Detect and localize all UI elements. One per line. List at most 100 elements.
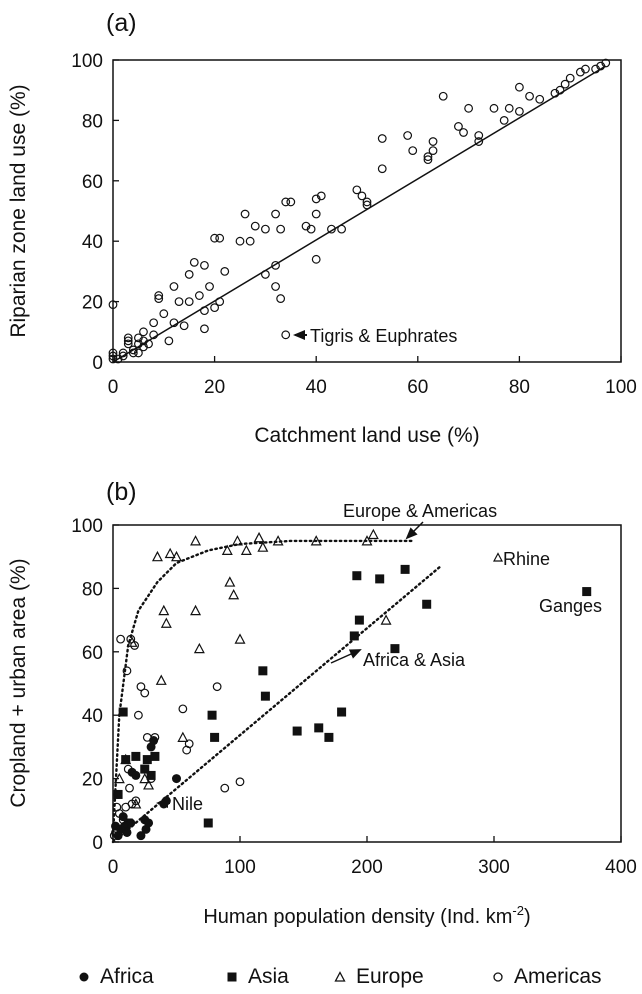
data-point bbox=[408, 146, 418, 156]
data-point-europe bbox=[151, 550, 163, 562]
figure: (a) 0 20 40 60 80 100 0 20 40 60 80 100 Tigris & Eu… bbox=[7, 9, 637, 928]
data-point bbox=[200, 306, 209, 316]
data-point-americas bbox=[130, 641, 139, 650]
tigris-label: Tigris & Euphrates bbox=[310, 326, 457, 346]
data-point bbox=[235, 236, 245, 246]
data-point-europe bbox=[177, 731, 189, 742]
data-point-asia bbox=[324, 732, 334, 742]
data-point bbox=[215, 297, 225, 307]
y-tick-label: 0 bbox=[92, 353, 103, 374]
panel-a-x-axis-label: Catchment land use (%) bbox=[254, 424, 479, 447]
y-tick-label: 40 bbox=[82, 706, 103, 727]
legend-label-asia: Asia bbox=[248, 965, 289, 988]
data-point bbox=[139, 336, 148, 346]
panel-b-annotations: Europe & Americas Rhine Ganges Africa & … bbox=[156, 501, 602, 814]
data-point bbox=[108, 354, 118, 364]
data-point-americas bbox=[123, 764, 133, 774]
nile-label: Nile bbox=[172, 794, 203, 814]
x-tick-label: 100 bbox=[605, 377, 637, 398]
data-point bbox=[565, 73, 575, 83]
data-point-asia bbox=[203, 818, 213, 828]
data-point bbox=[144, 339, 153, 349]
data-point-asia bbox=[260, 691, 270, 701]
data-point-asia bbox=[123, 818, 133, 828]
data-point-europe bbox=[190, 535, 202, 546]
data-point-europe bbox=[113, 772, 125, 784]
data-point bbox=[362, 197, 372, 207]
data-point bbox=[575, 67, 585, 77]
data-point bbox=[113, 354, 123, 364]
data-point-asia bbox=[113, 789, 123, 799]
panel-a-points bbox=[108, 58, 611, 364]
europe-americas-arrow bbox=[405, 521, 424, 540]
data-point bbox=[200, 260, 209, 270]
panel-a-y-axis-label: Riparian zone land use (%) bbox=[7, 84, 30, 337]
data-point-europe bbox=[257, 541, 269, 552]
x-tick-label: 20 bbox=[204, 377, 225, 398]
data-point bbox=[240, 209, 250, 219]
y-tick-label: 20 bbox=[82, 293, 103, 314]
data-point bbox=[154, 291, 164, 300]
data-point bbox=[357, 191, 367, 201]
data-point-americas bbox=[212, 682, 222, 692]
data-point bbox=[174, 297, 184, 307]
panel-b-label: (b) bbox=[106, 478, 137, 506]
trend-line-europe-americas bbox=[111, 539, 413, 837]
data-point bbox=[438, 91, 448, 101]
data-point-americas bbox=[133, 710, 143, 720]
data-point bbox=[428, 137, 438, 146]
data-point bbox=[464, 103, 474, 113]
legend-label-americas: Americas bbox=[514, 965, 602, 988]
data-point-africa bbox=[136, 831, 146, 841]
x-tick-label: 100 bbox=[224, 857, 256, 878]
data-point-americas bbox=[220, 783, 230, 793]
data-point-asia bbox=[337, 707, 347, 717]
data-point-americas bbox=[122, 666, 132, 676]
data-point bbox=[108, 351, 118, 361]
data-point-americas bbox=[150, 732, 160, 742]
data-point-europe bbox=[380, 614, 392, 625]
data-point bbox=[139, 327, 148, 337]
data-point bbox=[189, 257, 199, 267]
data-point bbox=[560, 79, 570, 89]
legend-item-asia: Asia bbox=[226, 960, 289, 994]
data-point bbox=[210, 303, 220, 313]
data-point bbox=[159, 309, 169, 319]
filled-circle-icon bbox=[79, 972, 89, 982]
data-point-asia bbox=[314, 723, 324, 733]
data-point bbox=[591, 64, 600, 74]
data-point bbox=[123, 339, 133, 349]
data-point bbox=[215, 233, 225, 243]
y-tick-label: 100 bbox=[71, 516, 103, 537]
data-point-asia bbox=[422, 599, 432, 609]
data-point bbox=[261, 270, 270, 279]
panel-a-axes: 0 20 40 60 80 100 0 20 40 60 80 100 bbox=[71, 51, 637, 398]
data-point-americas bbox=[126, 634, 136, 644]
data-point bbox=[515, 106, 524, 116]
panel-b-trend-lines bbox=[111, 539, 442, 844]
data-point-europe bbox=[160, 617, 172, 628]
x-tick-label: 400 bbox=[605, 857, 637, 878]
legend-item-americas: Americas bbox=[492, 960, 602, 994]
legend-label-europe: Europe bbox=[356, 965, 424, 988]
data-point-asia bbox=[354, 615, 364, 625]
data-point bbox=[550, 88, 560, 98]
data-point-asia bbox=[375, 574, 385, 584]
data-point bbox=[133, 348, 143, 358]
data-point bbox=[311, 194, 321, 204]
data-point bbox=[194, 291, 204, 300]
data-point-americas bbox=[111, 828, 120, 837]
data-point-europe bbox=[361, 535, 373, 546]
data-point-europe bbox=[221, 544, 233, 555]
y-tick-label: 60 bbox=[82, 172, 103, 193]
data-point bbox=[377, 164, 387, 174]
data-point bbox=[169, 318, 179, 328]
data-point-asia bbox=[292, 726, 302, 736]
data-point bbox=[123, 336, 133, 346]
data-point-americas bbox=[235, 777, 245, 787]
data-point bbox=[535, 94, 545, 104]
data-point bbox=[423, 152, 433, 162]
data-point-americas bbox=[114, 809, 124, 818]
data-point-americas bbox=[125, 783, 134, 793]
data-point bbox=[128, 348, 138, 358]
